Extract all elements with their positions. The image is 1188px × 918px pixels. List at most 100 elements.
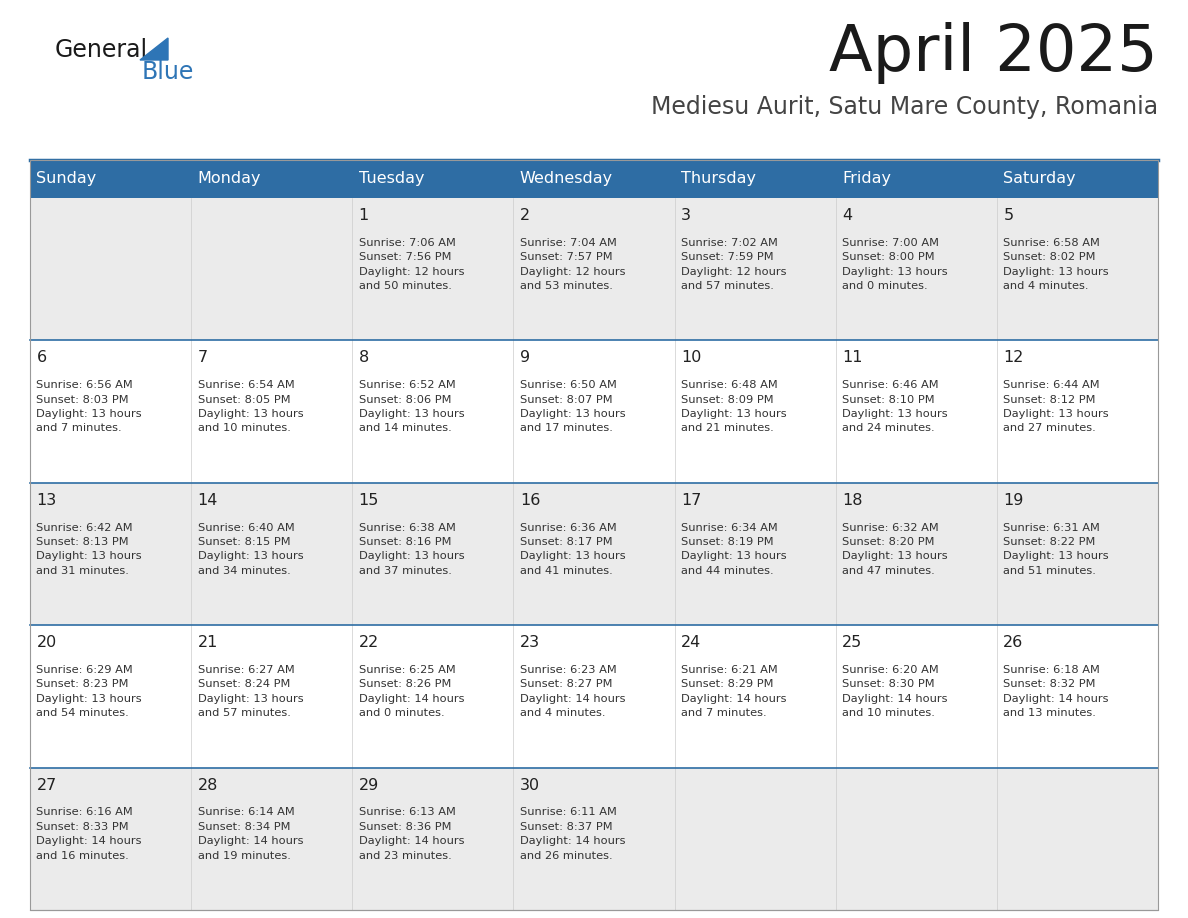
Bar <box>513 625 675 767</box>
Text: Sunrise: 6:40 AM
Sunset: 8:15 PM
Daylight: 13 hours
and 34 minutes.: Sunrise: 6:40 AM Sunset: 8:15 PM Dayligh… <box>197 522 303 576</box>
Bar <box>353 767 513 910</box>
Text: Sunrise: 6:36 AM
Sunset: 8:17 PM
Daylight: 13 hours
and 41 minutes.: Sunrise: 6:36 AM Sunset: 8:17 PM Dayligh… <box>520 522 626 576</box>
Bar <box>30 341 191 483</box>
Text: 8: 8 <box>359 351 369 365</box>
Bar <box>191 625 353 767</box>
Text: 28: 28 <box>197 778 217 792</box>
Text: Sunrise: 6:25 AM
Sunset: 8:26 PM
Daylight: 14 hours
and 0 minutes.: Sunrise: 6:25 AM Sunset: 8:26 PM Dayligh… <box>359 665 465 718</box>
Bar <box>513 767 675 910</box>
Text: Sunrise: 6:27 AM
Sunset: 8:24 PM
Daylight: 13 hours
and 57 minutes.: Sunrise: 6:27 AM Sunset: 8:24 PM Dayligh… <box>197 665 303 718</box>
Bar <box>513 341 675 483</box>
Text: 9: 9 <box>520 351 530 365</box>
Text: 3: 3 <box>681 208 691 223</box>
Text: 29: 29 <box>359 778 379 792</box>
Bar <box>835 483 997 625</box>
Text: Sunrise: 6:31 AM
Sunset: 8:22 PM
Daylight: 13 hours
and 51 minutes.: Sunrise: 6:31 AM Sunset: 8:22 PM Dayligh… <box>1004 522 1108 576</box>
Text: April 2025: April 2025 <box>829 22 1158 84</box>
Bar <box>191 483 353 625</box>
Bar <box>30 198 191 341</box>
Bar <box>675 483 835 625</box>
Bar <box>835 341 997 483</box>
Text: 6: 6 <box>37 351 46 365</box>
Bar <box>353 483 513 625</box>
Bar <box>513 483 675 625</box>
Text: Wednesday: Wednesday <box>520 172 613 186</box>
Bar <box>30 160 1158 910</box>
Text: Sunrise: 6:50 AM
Sunset: 8:07 PM
Daylight: 13 hours
and 17 minutes.: Sunrise: 6:50 AM Sunset: 8:07 PM Dayligh… <box>520 380 626 433</box>
Text: Sunrise: 7:04 AM
Sunset: 7:57 PM
Daylight: 12 hours
and 53 minutes.: Sunrise: 7:04 AM Sunset: 7:57 PM Dayligh… <box>520 238 625 291</box>
Bar <box>675 767 835 910</box>
Text: Blue: Blue <box>143 60 195 84</box>
Bar <box>997 625 1158 767</box>
Text: 14: 14 <box>197 493 217 508</box>
Bar <box>835 625 997 767</box>
Bar <box>191 198 353 341</box>
Text: General: General <box>55 38 148 62</box>
Bar <box>997 198 1158 341</box>
Text: Sunrise: 6:29 AM
Sunset: 8:23 PM
Daylight: 13 hours
and 54 minutes.: Sunrise: 6:29 AM Sunset: 8:23 PM Dayligh… <box>37 665 143 718</box>
Bar <box>30 625 191 767</box>
Bar <box>835 198 997 341</box>
Text: 22: 22 <box>359 635 379 650</box>
Text: 4: 4 <box>842 208 852 223</box>
Text: 2: 2 <box>520 208 530 223</box>
Bar <box>513 198 675 341</box>
Text: Monday: Monday <box>197 172 261 186</box>
Bar <box>997 483 1158 625</box>
Text: Sunrise: 7:02 AM
Sunset: 7:59 PM
Daylight: 12 hours
and 57 minutes.: Sunrise: 7:02 AM Sunset: 7:59 PM Dayligh… <box>681 238 786 291</box>
Text: Sunrise: 6:18 AM
Sunset: 8:32 PM
Daylight: 14 hours
and 13 minutes.: Sunrise: 6:18 AM Sunset: 8:32 PM Dayligh… <box>1004 665 1108 718</box>
Text: Saturday: Saturday <box>1004 172 1076 186</box>
Bar <box>30 767 191 910</box>
Text: Sunrise: 7:06 AM
Sunset: 7:56 PM
Daylight: 12 hours
and 50 minutes.: Sunrise: 7:06 AM Sunset: 7:56 PM Dayligh… <box>359 238 465 291</box>
Text: Sunday: Sunday <box>37 172 96 186</box>
Text: 30: 30 <box>520 778 541 792</box>
Text: 7: 7 <box>197 351 208 365</box>
Bar <box>675 341 835 483</box>
Text: 24: 24 <box>681 635 701 650</box>
Text: 5: 5 <box>1004 208 1013 223</box>
Text: 27: 27 <box>37 778 57 792</box>
Text: Sunrise: 6:20 AM
Sunset: 8:30 PM
Daylight: 14 hours
and 10 minutes.: Sunrise: 6:20 AM Sunset: 8:30 PM Dayligh… <box>842 665 948 718</box>
Bar <box>191 767 353 910</box>
Bar <box>675 160 835 198</box>
Text: Sunrise: 6:56 AM
Sunset: 8:03 PM
Daylight: 13 hours
and 7 minutes.: Sunrise: 6:56 AM Sunset: 8:03 PM Dayligh… <box>37 380 143 433</box>
Text: Sunrise: 6:34 AM
Sunset: 8:19 PM
Daylight: 13 hours
and 44 minutes.: Sunrise: 6:34 AM Sunset: 8:19 PM Dayligh… <box>681 522 786 576</box>
Text: 12: 12 <box>1004 351 1024 365</box>
Text: Sunrise: 6:23 AM
Sunset: 8:27 PM
Daylight: 14 hours
and 4 minutes.: Sunrise: 6:23 AM Sunset: 8:27 PM Dayligh… <box>520 665 625 718</box>
Text: Sunrise: 6:14 AM
Sunset: 8:34 PM
Daylight: 14 hours
and 19 minutes.: Sunrise: 6:14 AM Sunset: 8:34 PM Dayligh… <box>197 808 303 861</box>
Text: 17: 17 <box>681 493 701 508</box>
Bar <box>997 341 1158 483</box>
Text: 23: 23 <box>520 635 541 650</box>
Text: 20: 20 <box>37 635 57 650</box>
Bar <box>353 198 513 341</box>
Bar <box>513 160 675 198</box>
Text: Sunrise: 6:52 AM
Sunset: 8:06 PM
Daylight: 13 hours
and 14 minutes.: Sunrise: 6:52 AM Sunset: 8:06 PM Dayligh… <box>359 380 465 433</box>
Text: Sunrise: 6:11 AM
Sunset: 8:37 PM
Daylight: 14 hours
and 26 minutes.: Sunrise: 6:11 AM Sunset: 8:37 PM Dayligh… <box>520 808 625 861</box>
Text: Sunrise: 7:00 AM
Sunset: 8:00 PM
Daylight: 13 hours
and 0 minutes.: Sunrise: 7:00 AM Sunset: 8:00 PM Dayligh… <box>842 238 948 291</box>
Bar <box>353 625 513 767</box>
Text: 26: 26 <box>1004 635 1024 650</box>
Text: Mediesu Aurit, Satu Mare County, Romania: Mediesu Aurit, Satu Mare County, Romania <box>651 95 1158 119</box>
Bar <box>835 767 997 910</box>
Text: Sunrise: 6:44 AM
Sunset: 8:12 PM
Daylight: 13 hours
and 27 minutes.: Sunrise: 6:44 AM Sunset: 8:12 PM Dayligh… <box>1004 380 1108 433</box>
Text: Sunrise: 6:48 AM
Sunset: 8:09 PM
Daylight: 13 hours
and 21 minutes.: Sunrise: 6:48 AM Sunset: 8:09 PM Dayligh… <box>681 380 786 433</box>
Text: 11: 11 <box>842 351 862 365</box>
Text: 25: 25 <box>842 635 862 650</box>
Bar <box>191 341 353 483</box>
Text: 1: 1 <box>359 208 369 223</box>
Text: Sunrise: 6:38 AM
Sunset: 8:16 PM
Daylight: 13 hours
and 37 minutes.: Sunrise: 6:38 AM Sunset: 8:16 PM Dayligh… <box>359 522 465 576</box>
Text: Thursday: Thursday <box>681 172 756 186</box>
Text: Sunrise: 6:16 AM
Sunset: 8:33 PM
Daylight: 14 hours
and 16 minutes.: Sunrise: 6:16 AM Sunset: 8:33 PM Dayligh… <box>37 808 141 861</box>
Bar <box>353 160 513 198</box>
Bar <box>835 160 997 198</box>
Bar <box>675 198 835 341</box>
Text: Sunrise: 6:46 AM
Sunset: 8:10 PM
Daylight: 13 hours
and 24 minutes.: Sunrise: 6:46 AM Sunset: 8:10 PM Dayligh… <box>842 380 948 433</box>
Bar <box>675 625 835 767</box>
Text: 18: 18 <box>842 493 862 508</box>
Text: Friday: Friday <box>842 172 891 186</box>
Polygon shape <box>140 38 168 60</box>
Text: Sunrise: 6:21 AM
Sunset: 8:29 PM
Daylight: 14 hours
and 7 minutes.: Sunrise: 6:21 AM Sunset: 8:29 PM Dayligh… <box>681 665 786 718</box>
Text: 13: 13 <box>37 493 57 508</box>
Bar <box>191 160 353 198</box>
Text: Sunrise: 6:58 AM
Sunset: 8:02 PM
Daylight: 13 hours
and 4 minutes.: Sunrise: 6:58 AM Sunset: 8:02 PM Dayligh… <box>1004 238 1108 291</box>
